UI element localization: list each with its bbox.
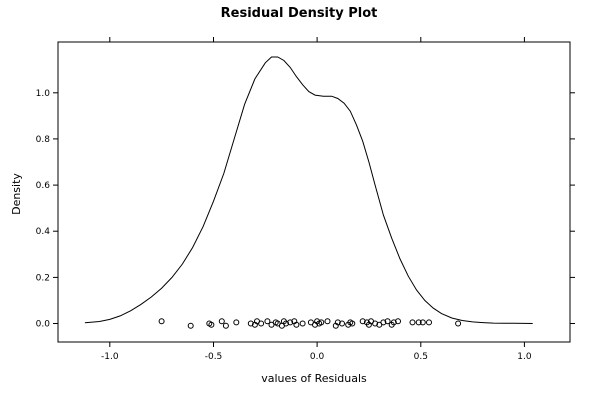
residual-point	[339, 320, 345, 327]
residual-point	[384, 318, 391, 325]
residual-point	[208, 321, 215, 328]
density-curve	[84, 56, 533, 324]
residual-point	[258, 320, 265, 327]
residual-point	[419, 319, 426, 326]
residual-point	[324, 318, 331, 325]
y-tick-label: 0.8	[36, 135, 51, 145]
x-axis: -1.0 -0.5 0.0 0.5 1.0	[101, 37, 532, 362]
y-tick-label: 0.4	[36, 227, 51, 237]
residual-point	[372, 320, 379, 327]
residual-point	[380, 319, 387, 326]
residual-point	[455, 320, 462, 327]
residual-point	[359, 318, 366, 325]
residual-point	[334, 319, 341, 326]
residual-point	[349, 320, 356, 327]
residual-point	[293, 321, 300, 328]
residual-point	[426, 319, 432, 326]
y-axis-label: Density	[10, 173, 23, 215]
residual-point	[415, 319, 422, 326]
residual-point	[247, 320, 254, 327]
y-tick-label: 0.0	[36, 320, 51, 330]
residual-point	[390, 319, 397, 326]
y-tick-label: 0.2	[36, 273, 50, 283]
residual-point	[158, 318, 165, 325]
residual-point	[287, 319, 294, 326]
residual-point	[395, 318, 401, 325]
residual-point	[218, 318, 225, 325]
residual-point	[187, 322, 194, 329]
residual-point	[222, 322, 229, 329]
x-tick-label: -0.5	[205, 352, 223, 362]
x-tick-label: 1.0	[517, 352, 532, 362]
residual-point	[264, 318, 271, 325]
residual-point	[233, 319, 240, 326]
x-tick-label: -1.0	[101, 352, 119, 362]
x-tick-label: 0.0	[310, 352, 325, 362]
x-axis-label: values of Residuals	[261, 372, 367, 385]
residual-point	[283, 320, 289, 327]
plot-frame	[57, 41, 571, 343]
y-tick-label: 0.6	[36, 181, 51, 191]
residual-point	[318, 319, 325, 326]
residual-point	[409, 319, 416, 326]
y-axis: 0.0 0.2 0.4 0.6 0.8 1.0	[36, 89, 575, 330]
residual-point	[299, 320, 306, 327]
chart-title: Residual Density Plot	[221, 6, 378, 21]
residual-points	[158, 318, 462, 329]
x-tick-label: 0.5	[414, 352, 428, 362]
y-tick-label: 1.0	[36, 89, 51, 99]
